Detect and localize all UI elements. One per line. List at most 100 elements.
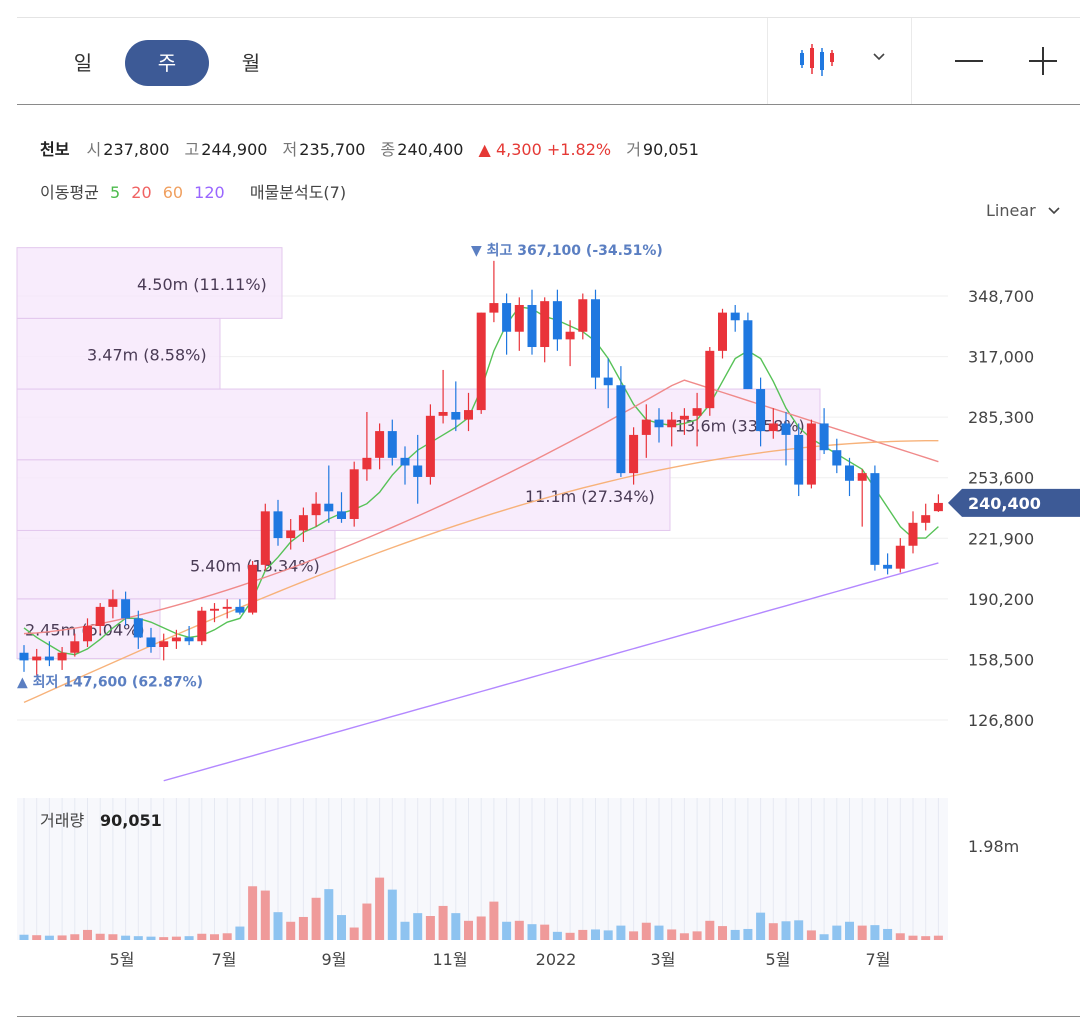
moving-average-label: 이동평균 bbox=[40, 183, 99, 202]
volume-bar bbox=[19, 934, 29, 940]
volume-bar bbox=[235, 926, 245, 940]
scale-mode-label: Linear bbox=[986, 201, 1036, 220]
candle-body bbox=[375, 431, 385, 458]
volume-bar bbox=[794, 920, 804, 940]
volume-bar bbox=[184, 936, 194, 940]
volume-pane-bg bbox=[17, 798, 948, 940]
candle-body bbox=[171, 637, 181, 642]
stock-name: 천보 bbox=[40, 140, 70, 159]
volume-bar bbox=[248, 886, 258, 940]
volume-bar bbox=[654, 925, 664, 940]
ma60-legend: 60 bbox=[162, 183, 184, 202]
x-tick-label: 7월 bbox=[866, 950, 891, 969]
tab-weekly[interactable]: 주 bbox=[125, 40, 209, 86]
y-tick-label: 158,500 bbox=[968, 650, 1034, 669]
close-label: 종 bbox=[380, 140, 396, 159]
volume-last-value: 90,051 bbox=[100, 811, 162, 830]
y-tick-label: 348,700 bbox=[968, 287, 1034, 306]
volume-profile-bar bbox=[16, 247, 283, 319]
candle-body bbox=[679, 415, 689, 420]
volume-bar bbox=[260, 890, 270, 940]
candle-body bbox=[451, 411, 461, 420]
chart-toolbar: 일 주 월 bbox=[17, 18, 1080, 105]
candle-body bbox=[70, 641, 80, 653]
volume-bar bbox=[32, 935, 42, 940]
volume-bar bbox=[641, 922, 651, 940]
candle-body bbox=[743, 320, 753, 390]
y-tick-label: 317,000 bbox=[968, 348, 1034, 367]
volume-bar bbox=[718, 926, 727, 940]
candle-body bbox=[133, 618, 143, 638]
low-annotation: ▲ 최저 147,600 (62.87%) bbox=[17, 674, 203, 690]
volume-bar bbox=[616, 925, 626, 940]
candlestick-icon[interactable] bbox=[797, 40, 841, 80]
y-tick-label: 253,600 bbox=[968, 469, 1034, 488]
volume-bar bbox=[591, 929, 600, 940]
volume-bar bbox=[44, 935, 54, 940]
volume-bar bbox=[311, 897, 321, 940]
volume-bar bbox=[692, 931, 702, 940]
candle-body bbox=[857, 473, 867, 481]
volume-bar bbox=[222, 933, 232, 940]
candle-body bbox=[692, 408, 702, 416]
candle-body bbox=[362, 457, 372, 470]
candle-body bbox=[718, 312, 727, 351]
x-tick-label: 7월 bbox=[212, 950, 237, 969]
volume-bar bbox=[679, 933, 689, 940]
change-percent: +1.82% bbox=[546, 140, 612, 159]
candle-body bbox=[44, 656, 54, 661]
volume-bar bbox=[705, 920, 715, 940]
tab-monthly[interactable]: 월 bbox=[241, 51, 261, 75]
chevron-down-icon bbox=[1048, 207, 1060, 215]
price-summary: 천보 시 237,800 고 244,900 저 235,700 종 240,400 ▲… bbox=[40, 136, 709, 160]
volume-bar bbox=[603, 930, 613, 940]
candle-body bbox=[895, 545, 905, 569]
volume-bar bbox=[362, 903, 372, 940]
volume-bar bbox=[70, 934, 80, 940]
scale-selector[interactable]: Linear bbox=[986, 201, 1061, 220]
current-price-label: 240,400 bbox=[968, 494, 1041, 513]
high-value: 244,900 bbox=[201, 140, 268, 159]
candle-body bbox=[489, 303, 499, 313]
volume-bar bbox=[298, 916, 308, 940]
volume-bar bbox=[400, 921, 410, 940]
candle-body bbox=[337, 511, 346, 519]
candle-body bbox=[235, 606, 245, 613]
candle-body bbox=[273, 511, 283, 539]
close-value: 240,400 bbox=[397, 140, 464, 159]
volume-bar bbox=[438, 905, 448, 940]
y-tick-label: 221,900 bbox=[968, 529, 1034, 548]
plus-icon bbox=[1042, 47, 1044, 75]
volume-bar bbox=[540, 924, 550, 940]
y-tick-label: 190,200 bbox=[968, 590, 1034, 609]
volume-profile-label: 3.47m (8.58%) bbox=[87, 346, 207, 365]
minus-icon bbox=[955, 60, 983, 62]
candle-body bbox=[210, 608, 219, 611]
candle-body bbox=[222, 606, 232, 609]
bottom-divider bbox=[17, 1016, 1080, 1017]
x-tick-label: 3월 bbox=[651, 950, 676, 969]
current-price-tag bbox=[948, 488, 1080, 517]
candle-body bbox=[57, 652, 67, 661]
volume-bar bbox=[781, 921, 791, 940]
indicator-legend[interactable]: 이동평균 5 20 60 120 매물분석도(7) bbox=[40, 179, 352, 203]
candle-body bbox=[311, 503, 321, 516]
candle-body bbox=[756, 389, 766, 432]
volume-bar bbox=[921, 936, 931, 940]
volume-title: 거래량 bbox=[40, 811, 84, 830]
candle-body bbox=[730, 312, 740, 321]
volume-profile-label: 4.50m (11.11%) bbox=[137, 275, 267, 294]
chevron-down-icon[interactable] bbox=[872, 52, 886, 62]
candle-body bbox=[476, 312, 486, 411]
volume-bar bbox=[819, 934, 829, 940]
volume-bar bbox=[730, 929, 740, 940]
candle-body bbox=[438, 411, 448, 416]
volume-bar bbox=[806, 930, 816, 940]
volume-value: 90,051 bbox=[642, 140, 699, 159]
top-divider bbox=[17, 17, 1080, 18]
tab-daily[interactable]: 일 bbox=[73, 51, 93, 75]
volume-bar bbox=[870, 925, 880, 940]
open-label: 시 bbox=[86, 140, 102, 159]
volume-bar bbox=[108, 934, 118, 940]
